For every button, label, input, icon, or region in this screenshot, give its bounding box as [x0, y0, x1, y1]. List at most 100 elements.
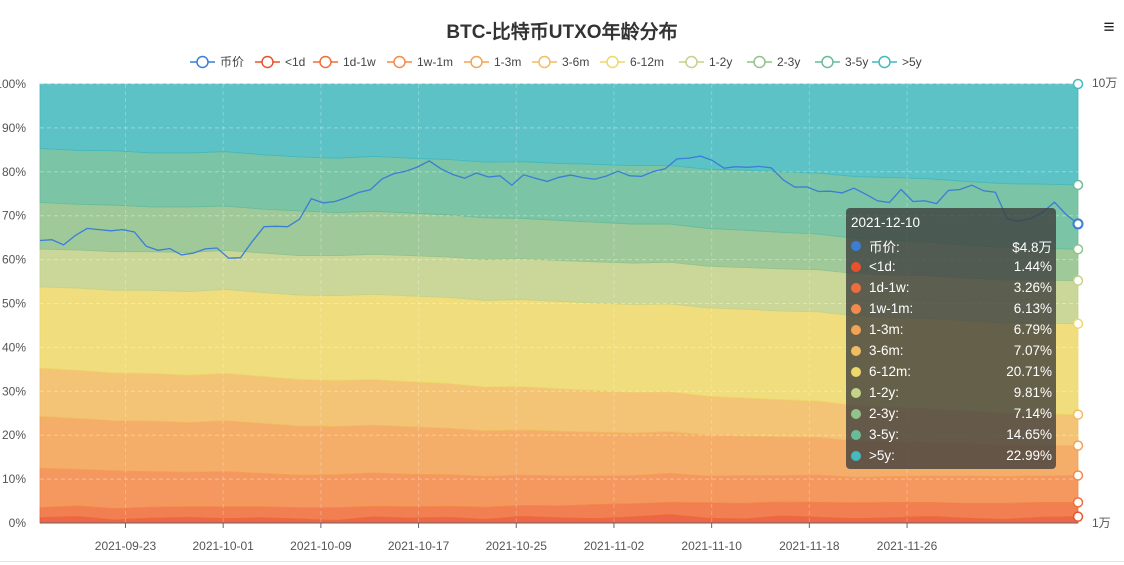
price-line: [39, 155, 1079, 259]
tooltip-label: 1d-1w:: [869, 280, 910, 295]
end-markers: [1072, 78, 1084, 522]
end-marker: [1072, 179, 1084, 191]
tooltip-value: $4.8万: [1012, 239, 1052, 255]
tooltip-value: 6.79%: [1013, 322, 1052, 337]
menu-icon[interactable]: ≡: [1103, 17, 1115, 38]
legend-marker-icon: [196, 55, 209, 69]
tooltip-dot-icon: [851, 450, 861, 461]
tooltip-row: 1w-1m: 6.13%: [851, 298, 1052, 319]
legend-marker-icon: [470, 55, 483, 69]
tooltip-label: >5y:: [869, 448, 895, 463]
legend-label: 3-6m: [562, 55, 589, 69]
chart-title: BTC-比特币UTXO年龄分布: [446, 22, 678, 43]
end-marker: [1072, 78, 1084, 90]
x-tick-label: 2021-10-25: [486, 539, 548, 553]
x-tick-label: 2021-11-26: [877, 539, 938, 553]
axes: 0% 10% 20% 30% 40% 50% 60% 70% 80% 90% 100% 2021-09…: [0, 76, 1117, 553]
x-tick-label: 2021-10-09: [290, 539, 352, 553]
y-tick-label: 10%: [2, 472, 26, 486]
tooltip-value: 20.71%: [1006, 364, 1052, 379]
x-tick-label: 2021-10-17: [388, 539, 450, 553]
tooltip-label: 3-6m:: [869, 343, 904, 358]
tooltip-value: 7.07%: [1013, 343, 1052, 358]
tooltip-row: 3-6m: 7.07%: [851, 340, 1052, 361]
tooltip-label: 2-3y:: [869, 406, 900, 421]
legend-label: <1d: [285, 55, 305, 69]
tooltip-dot-icon: [851, 303, 861, 314]
legend-marker-icon: [261, 55, 274, 69]
tooltip-label: 1-3m:: [869, 322, 904, 337]
tooltip-label: 6-12m:: [869, 364, 912, 379]
tooltip-row: 1-2y: 9.81%: [851, 382, 1052, 403]
tooltip-label: 币价:: [869, 239, 900, 255]
end-marker: [1072, 318, 1084, 329]
end-marker: [1072, 497, 1084, 508]
end-marker: [1072, 275, 1084, 286]
tooltip-dot-icon: [851, 387, 861, 398]
legend-marker-icon: [685, 55, 698, 69]
area-series-group: [39, 83, 1079, 524]
tooltip-row: 1-3m: 6.79%: [851, 319, 1052, 340]
legend-marker-icon: [753, 55, 766, 69]
tooltip-value: 7.14%: [1013, 406, 1052, 421]
legend-marker-icon: [319, 55, 332, 69]
tooltip: 2021-12-10 币价: $4.8万 <1d: 1.44% 1d-1w: 3.26% 1…: [846, 208, 1056, 469]
y-tick-label: 20%: [2, 428, 26, 442]
legend-marker-icon: [393, 55, 406, 69]
tooltip-dot-icon: [851, 240, 861, 251]
legend-label: 币价: [220, 55, 244, 69]
tooltip-row: 2-3y: 7.14%: [851, 403, 1052, 424]
legend-label: 1w-1m: [417, 55, 453, 69]
x-tick-label: 2021-11-10: [681, 539, 742, 553]
y-right-tick-label: 1万: [1092, 516, 1111, 530]
y-tick-label: 100%: [0, 77, 26, 91]
tooltip-row: 1d-1w: 3.26%: [851, 277, 1052, 298]
tooltip-value: 6.13%: [1013, 301, 1052, 316]
tooltip-date: 2021-12-10: [851, 215, 921, 230]
end-marker: [1072, 511, 1084, 522]
legend-marker-icon: [878, 55, 891, 69]
legend-label: 1d-1w: [343, 55, 376, 69]
y-tick-label: 70%: [2, 209, 26, 223]
tooltip-value: 1.44%: [1013, 259, 1052, 274]
divider: [0, 561, 1124, 562]
legend-label: 2-3y: [777, 55, 800, 69]
y-tick-label: 60%: [2, 253, 26, 267]
legend-marker-icon: [821, 55, 834, 69]
tooltip-row: <1d: 1.44%: [851, 256, 1052, 277]
x-tick-label: 2021-11-02: [584, 539, 645, 553]
legend-label: 6-12m: [630, 55, 664, 69]
legend-label: >5y: [902, 55, 922, 69]
tooltip-dot-icon: [851, 261, 861, 272]
y-tick-label: 30%: [2, 384, 26, 398]
y-tick-label: 90%: [2, 121, 26, 135]
y-right-tick-label: 10万: [1092, 76, 1117, 90]
legend-marker-icon: [606, 55, 619, 69]
price-line-group: [39, 155, 1079, 259]
legend-label: 1-3m: [494, 55, 521, 69]
legend-marker-icon: [538, 55, 551, 69]
x-tick-label: 2021-11-18: [779, 539, 840, 553]
tooltip-dot-icon: [851, 429, 861, 440]
y-tick-label: 50%: [2, 297, 26, 311]
legend-label: 3-5y: [845, 55, 868, 69]
tooltip-dot-icon: [851, 282, 861, 293]
tooltip-rows: 币价: $4.8万 <1d: 1.44% 1d-1w: 3.26% 1w-1m: 6.13% 1…: [851, 235, 1052, 466]
legend-label: 1-2y: [709, 55, 732, 69]
tooltip-label: 1-2y:: [869, 385, 900, 400]
tooltip-dot-icon: [851, 408, 861, 419]
tooltip-dot-icon: [851, 366, 861, 377]
x-tick-label: 2021-10-01: [192, 539, 254, 553]
end-marker: [1072, 440, 1084, 451]
end-marker: [1072, 409, 1084, 420]
tooltip-label: 1w-1m:: [869, 301, 914, 316]
tooltip-value: 22.99%: [1006, 448, 1052, 463]
price-end-marker: [1072, 218, 1084, 230]
y-tick-label: 80%: [2, 165, 26, 179]
tooltip-row: >5y: 22.99%: [851, 445, 1052, 466]
tooltip-value: 3.26%: [1013, 280, 1052, 295]
y-tick-label: 0%: [9, 516, 27, 530]
tooltip-value: 14.65%: [1006, 427, 1052, 442]
end-marker: [1072, 470, 1084, 481]
